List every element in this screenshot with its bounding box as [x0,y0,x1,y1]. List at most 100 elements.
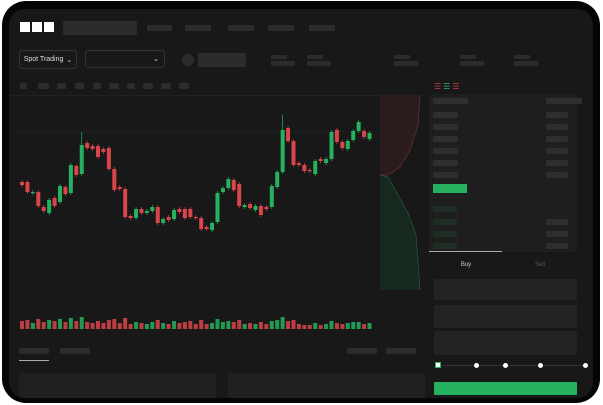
volume-bar [204,324,209,329]
ask-row[interactable] [433,160,458,166]
volume-bar [291,320,296,329]
chart-interval-button[interactable] [57,83,66,89]
volume-bar [334,323,339,329]
volume-bar [117,323,122,329]
candle [188,209,193,217]
tab-history[interactable] [60,348,90,354]
market-selector[interactable]: Spot Trading ⌄ [19,50,77,69]
search-bar[interactable] [63,21,137,35]
chart-interval-button[interactable] [179,83,189,89]
chart-interval-button[interactable] [109,83,119,89]
filter-button[interactable] [347,348,377,354]
volume-bar [63,322,68,329]
bid-row[interactable] [433,231,457,237]
bid-row[interactable] [433,243,457,249]
amount-input[interactable] [434,305,577,328]
candlestick-chart[interactable] [15,95,380,330]
volume-bar [362,324,367,329]
candle [204,227,209,229]
nav-item[interactable] [268,25,294,31]
nav-item[interactable] [185,25,211,31]
nav-item[interactable] [147,25,172,31]
nav-item[interactable] [228,25,254,31]
candle [182,209,187,218]
ask-row[interactable] [433,98,468,104]
chart-interval-button[interactable] [93,83,101,89]
orderbook-view-icons[interactable]: ☰☰☰ [434,82,462,91]
filter-button[interactable] [386,348,416,354]
nav-item[interactable] [309,25,335,31]
candle [351,131,356,140]
market-selector-label: Spot Trading [23,56,64,63]
slider-stop[interactable] [474,363,479,368]
chart-interval-button[interactable] [38,83,49,89]
chart-interval-button[interactable] [143,83,153,89]
volume-bar [345,323,350,329]
total-input[interactable] [434,331,577,355]
ask-row[interactable] [546,98,582,104]
bid-row[interactable] [433,206,457,212]
ask-row[interactable] [546,136,568,142]
divider [9,95,419,96]
slider-stop[interactable] [583,363,588,368]
volume-bar [166,324,171,329]
candle [242,205,247,207]
chart-interval-button[interactable] [20,83,27,89]
ask-row[interactable] [546,160,568,166]
volume-bar [199,320,204,329]
candle [47,200,52,213]
stat-label [394,55,410,59]
candle [41,207,46,211]
volume-bar [58,319,63,329]
tab-buy[interactable]: Buy [460,262,472,268]
volume-bar [237,320,242,329]
last-price [433,184,467,193]
ask-row[interactable] [433,172,458,178]
pair-selector[interactable]: ⌄ [85,50,165,68]
volume-bar [351,322,356,329]
ask-row[interactable] [546,124,568,130]
ask-row[interactable] [546,172,568,178]
tab-sell[interactable]: Sell [534,262,545,268]
orders-panel [19,373,216,398]
slider-handle[interactable] [435,362,441,368]
stat-value [307,61,331,66]
price-input[interactable] [434,279,577,300]
stat-value [514,61,538,66]
candle [269,186,274,207]
okx-logo[interactable] [20,22,54,32]
volume-bar [253,324,258,329]
candle [362,131,367,137]
volume-bar [36,319,41,329]
volume-bar [302,325,307,329]
chart-interval-button[interactable] [127,83,135,89]
buy-button[interactable] [434,382,577,395]
volume-bar [161,323,166,329]
volume-bar [41,322,46,329]
bid-row[interactable] [433,219,457,225]
volume-bar [356,322,361,329]
volume-bar [258,322,263,329]
volume-bar [220,322,225,329]
candle [177,209,182,212]
candle [112,169,117,190]
stat-label [307,55,323,59]
chart-interval-button[interactable] [161,83,171,89]
slider-stop[interactable] [538,363,543,368]
candle [258,206,263,215]
chart-interval-button[interactable] [75,83,84,89]
slider-stop[interactable] [503,363,508,368]
ask-row[interactable] [433,112,458,118]
candle [345,141,350,149]
ask-row[interactable] [433,148,458,154]
candle [20,182,24,185]
candle [291,141,296,165]
ask-row[interactable] [433,136,458,142]
candle [25,182,30,192]
slider-track[interactable] [439,365,587,366]
candle [296,163,301,165]
tab-open-orders[interactable] [19,348,49,354]
ask-row[interactable] [546,148,568,154]
ask-row[interactable] [433,124,458,130]
ask-row[interactable] [546,112,568,118]
